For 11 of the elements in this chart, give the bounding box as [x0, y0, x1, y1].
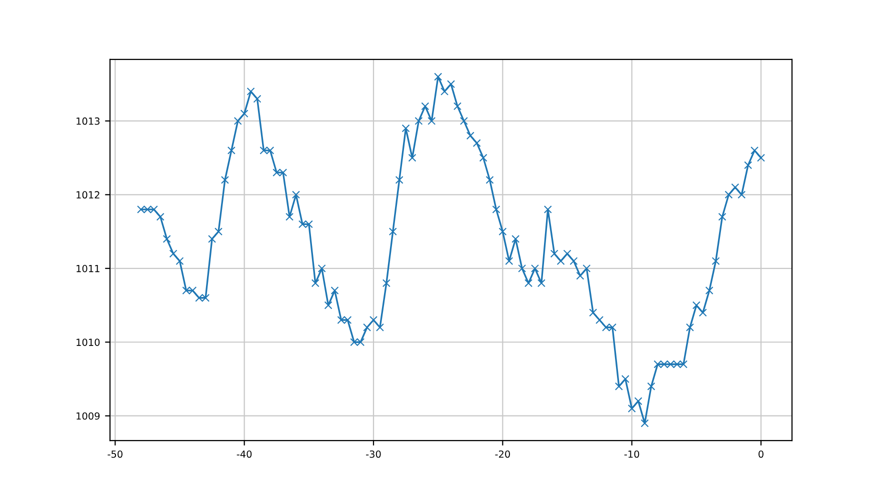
y-tick-label: 1012 [76, 191, 100, 199]
x-tick-label: -50 [108, 450, 122, 458]
x-tick-label: 0 [758, 450, 764, 458]
y-tick-label: 1010 [76, 338, 100, 346]
y-tick-label: 1013 [76, 117, 100, 125]
x-tick-label: -40 [236, 450, 252, 458]
y-tick-label: 1011 [76, 264, 100, 272]
x-tick-label: -30 [366, 450, 381, 458]
x-tick-label: -20 [495, 450, 510, 458]
x-tick-label: -10 [624, 450, 640, 458]
y-tick-label: 1009 [76, 412, 100, 420]
